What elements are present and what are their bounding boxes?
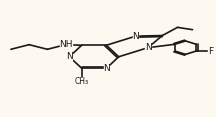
Text: N: N [145, 43, 151, 52]
Bar [67, 53, 72, 60]
Bar [145, 44, 151, 51]
Bar [133, 33, 138, 40]
Bar [60, 41, 71, 49]
Text: N: N [66, 52, 73, 61]
Bar [208, 48, 213, 55]
Text: NH: NH [59, 40, 72, 49]
Text: N: N [132, 32, 139, 41]
Text: F: F [208, 47, 213, 55]
Text: CH₃: CH₃ [75, 77, 89, 86]
Bar [104, 65, 109, 72]
Text: N: N [103, 64, 110, 73]
